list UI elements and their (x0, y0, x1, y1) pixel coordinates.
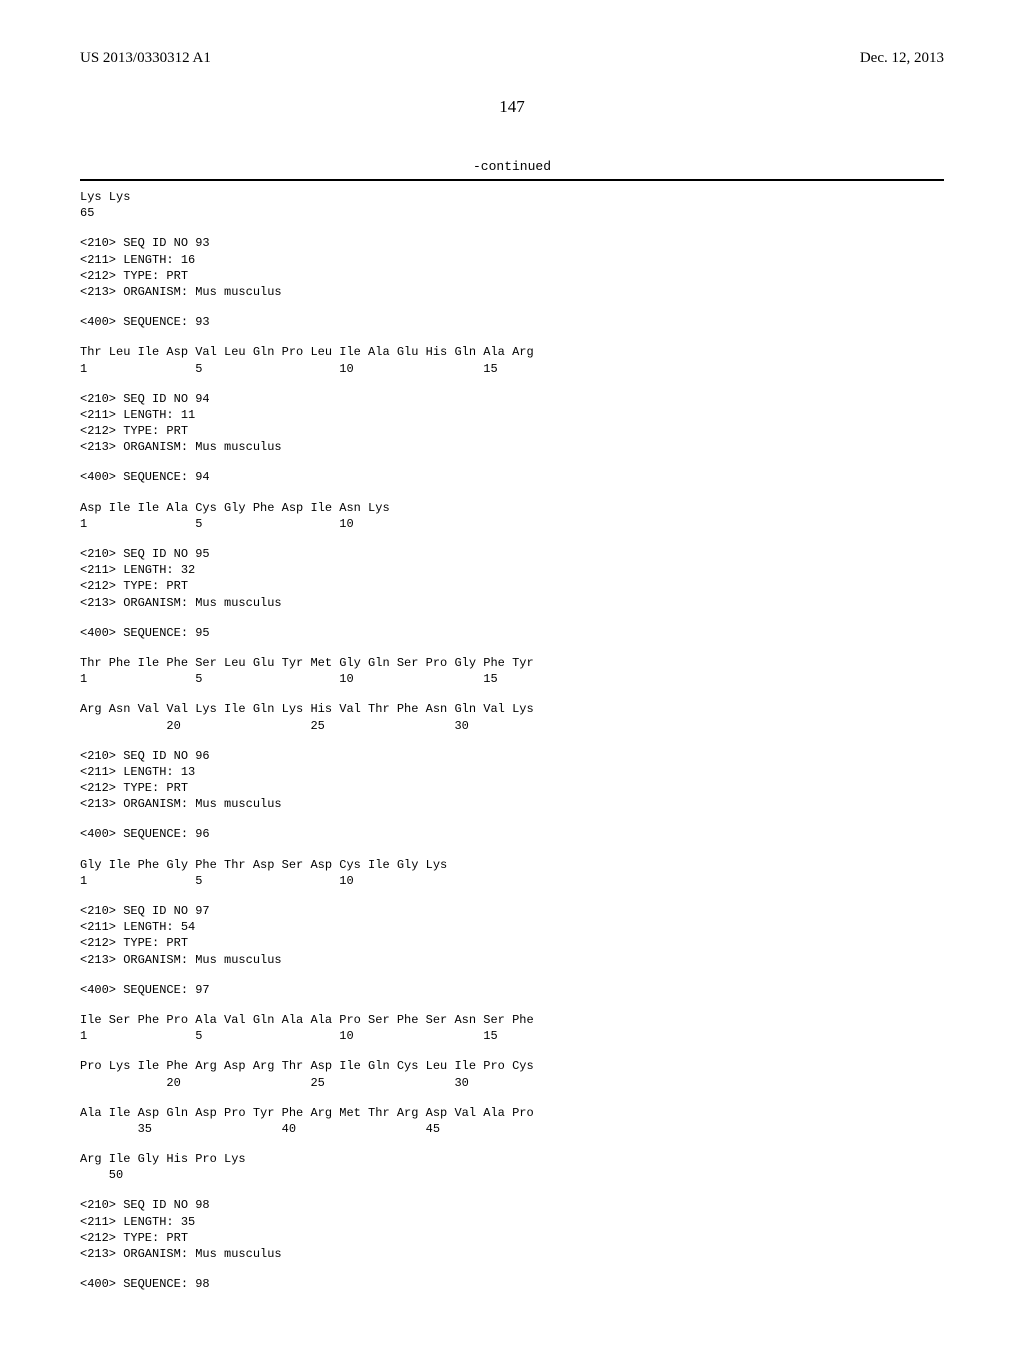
sequence-block: Arg Asn Val Val Lys Ile Gln Lys His Val … (80, 701, 944, 733)
sequence-block: Asp Ile Ile Ala Cys Gly Phe Asp Ile Asn … (80, 500, 944, 532)
sequence-line: Ile Ser Phe Pro Ala Val Gln Ala Ala Pro … (80, 1012, 944, 1028)
sequence-line: 1 5 10 15 (80, 1028, 944, 1044)
sequence-line: <400> SEQUENCE: 98 (80, 1276, 944, 1292)
sequence-block: <400> SEQUENCE: 98 (80, 1276, 944, 1292)
sequence-line: 20 25 30 (80, 1075, 944, 1091)
sequence-block: <210> SEQ ID NO 94<211> LENGTH: 11<212> … (80, 391, 944, 456)
sequence-line: 1 5 10 (80, 516, 944, 532)
sequence-line: 35 40 45 (80, 1121, 944, 1137)
sequence-line: <213> ORGANISM: Mus musculus (80, 595, 944, 611)
sequence-block: Lys Lys65 (80, 189, 944, 221)
sequence-line: <210> SEQ ID NO 98 (80, 1197, 944, 1213)
sequence-line: <211> LENGTH: 11 (80, 407, 944, 423)
sequence-line: <213> ORGANISM: Mus musculus (80, 439, 944, 455)
page-container: US 2013/0330312 A1 Dec. 12, 2013 147 -co… (0, 0, 1024, 1346)
sequence-block: Thr Leu Ile Asp Val Leu Gln Pro Leu Ile … (80, 344, 944, 376)
sequence-line: <210> SEQ ID NO 93 (80, 235, 944, 251)
page-number: 147 (80, 97, 944, 117)
sequence-line: <400> SEQUENCE: 97 (80, 982, 944, 998)
continued-label-wrap: -continued (80, 157, 944, 175)
publication-number: US 2013/0330312 A1 (80, 50, 211, 67)
sequence-line: <400> SEQUENCE: 94 (80, 469, 944, 485)
continued-label: -continued (473, 159, 551, 174)
sequence-line: 65 (80, 205, 944, 221)
sequence-line: Arg Asn Val Val Lys Ile Gln Lys His Val … (80, 701, 944, 717)
sequence-line: <212> TYPE: PRT (80, 780, 944, 796)
sequence-line: <400> SEQUENCE: 93 (80, 314, 944, 330)
sequence-line: <212> TYPE: PRT (80, 268, 944, 284)
sequence-block: Thr Phe Ile Phe Ser Leu Glu Tyr Met Gly … (80, 655, 944, 687)
page-header: US 2013/0330312 A1 Dec. 12, 2013 (80, 50, 944, 67)
sequence-line: <210> SEQ ID NO 95 (80, 546, 944, 562)
sequence-block: <210> SEQ ID NO 93<211> LENGTH: 16<212> … (80, 235, 944, 300)
sequence-line: <212> TYPE: PRT (80, 935, 944, 951)
sequence-block: <210> SEQ ID NO 97<211> LENGTH: 54<212> … (80, 903, 944, 968)
sequence-block: Ile Ser Phe Pro Ala Val Gln Ala Ala Pro … (80, 1012, 944, 1044)
sequence-line: 1 5 10 15 (80, 361, 944, 377)
sequence-line: Thr Phe Ile Phe Ser Leu Glu Tyr Met Gly … (80, 655, 944, 671)
sequence-line: 20 25 30 (80, 718, 944, 734)
sequence-line: <212> TYPE: PRT (80, 1230, 944, 1246)
sequence-block: <400> SEQUENCE: 95 (80, 625, 944, 641)
sequence-block: Arg Ile Gly His Pro Lys 50 (80, 1151, 944, 1183)
sequence-line: Pro Lys Ile Phe Arg Asp Arg Thr Asp Ile … (80, 1058, 944, 1074)
sequence-line: <213> ORGANISM: Mus musculus (80, 796, 944, 812)
sequence-line: Thr Leu Ile Asp Val Leu Gln Pro Leu Ile … (80, 344, 944, 360)
sequence-line: <213> ORGANISM: Mus musculus (80, 1246, 944, 1262)
sequence-line: <211> LENGTH: 54 (80, 919, 944, 935)
sequence-block: <400> SEQUENCE: 93 (80, 314, 944, 330)
sequence-line: <212> TYPE: PRT (80, 423, 944, 439)
sequence-block: <400> SEQUENCE: 94 (80, 469, 944, 485)
sequence-line: Gly Ile Phe Gly Phe Thr Asp Ser Asp Cys … (80, 857, 944, 873)
sequence-line: Ala Ile Asp Gln Asp Pro Tyr Phe Arg Met … (80, 1105, 944, 1121)
sequence-line: <210> SEQ ID NO 96 (80, 748, 944, 764)
sequence-line: Asp Ile Ile Ala Cys Gly Phe Asp Ile Asn … (80, 500, 944, 516)
sequence-block: Gly Ile Phe Gly Phe Thr Asp Ser Asp Cys … (80, 857, 944, 889)
sequence-line: Lys Lys (80, 189, 944, 205)
sequence-block: <400> SEQUENCE: 97 (80, 982, 944, 998)
publication-date: Dec. 12, 2013 (860, 50, 944, 67)
sequence-line: <400> SEQUENCE: 95 (80, 625, 944, 641)
sequence-line: <211> LENGTH: 35 (80, 1214, 944, 1230)
sequence-block: <210> SEQ ID NO 98<211> LENGTH: 35<212> … (80, 1197, 944, 1262)
sequence-line: <213> ORGANISM: Mus musculus (80, 952, 944, 968)
sequence-line: 1 5 10 15 (80, 671, 944, 687)
sequence-block: Ala Ile Asp Gln Asp Pro Tyr Phe Arg Met … (80, 1105, 944, 1137)
sequence-listing: Lys Lys65<210> SEQ ID NO 93<211> LENGTH:… (80, 189, 944, 1292)
sequence-line: <211> LENGTH: 13 (80, 764, 944, 780)
sequence-block: <210> SEQ ID NO 95<211> LENGTH: 32<212> … (80, 546, 944, 611)
sequence-line: 1 5 10 (80, 873, 944, 889)
sequence-line: <212> TYPE: PRT (80, 578, 944, 594)
sequence-line: <211> LENGTH: 32 (80, 562, 944, 578)
sequence-line: <211> LENGTH: 16 (80, 252, 944, 268)
sequence-line: 50 (80, 1167, 944, 1183)
sequence-line: <213> ORGANISM: Mus musculus (80, 284, 944, 300)
sequence-line: <210> SEQ ID NO 94 (80, 391, 944, 407)
sequence-line: <400> SEQUENCE: 96 (80, 826, 944, 842)
sequence-block: <400> SEQUENCE: 96 (80, 826, 944, 842)
sequence-block: <210> SEQ ID NO 96<211> LENGTH: 13<212> … (80, 748, 944, 813)
sequence-line: <210> SEQ ID NO 97 (80, 903, 944, 919)
horizontal-rule (80, 179, 944, 181)
sequence-line: Arg Ile Gly His Pro Lys (80, 1151, 944, 1167)
sequence-block: Pro Lys Ile Phe Arg Asp Arg Thr Asp Ile … (80, 1058, 944, 1090)
